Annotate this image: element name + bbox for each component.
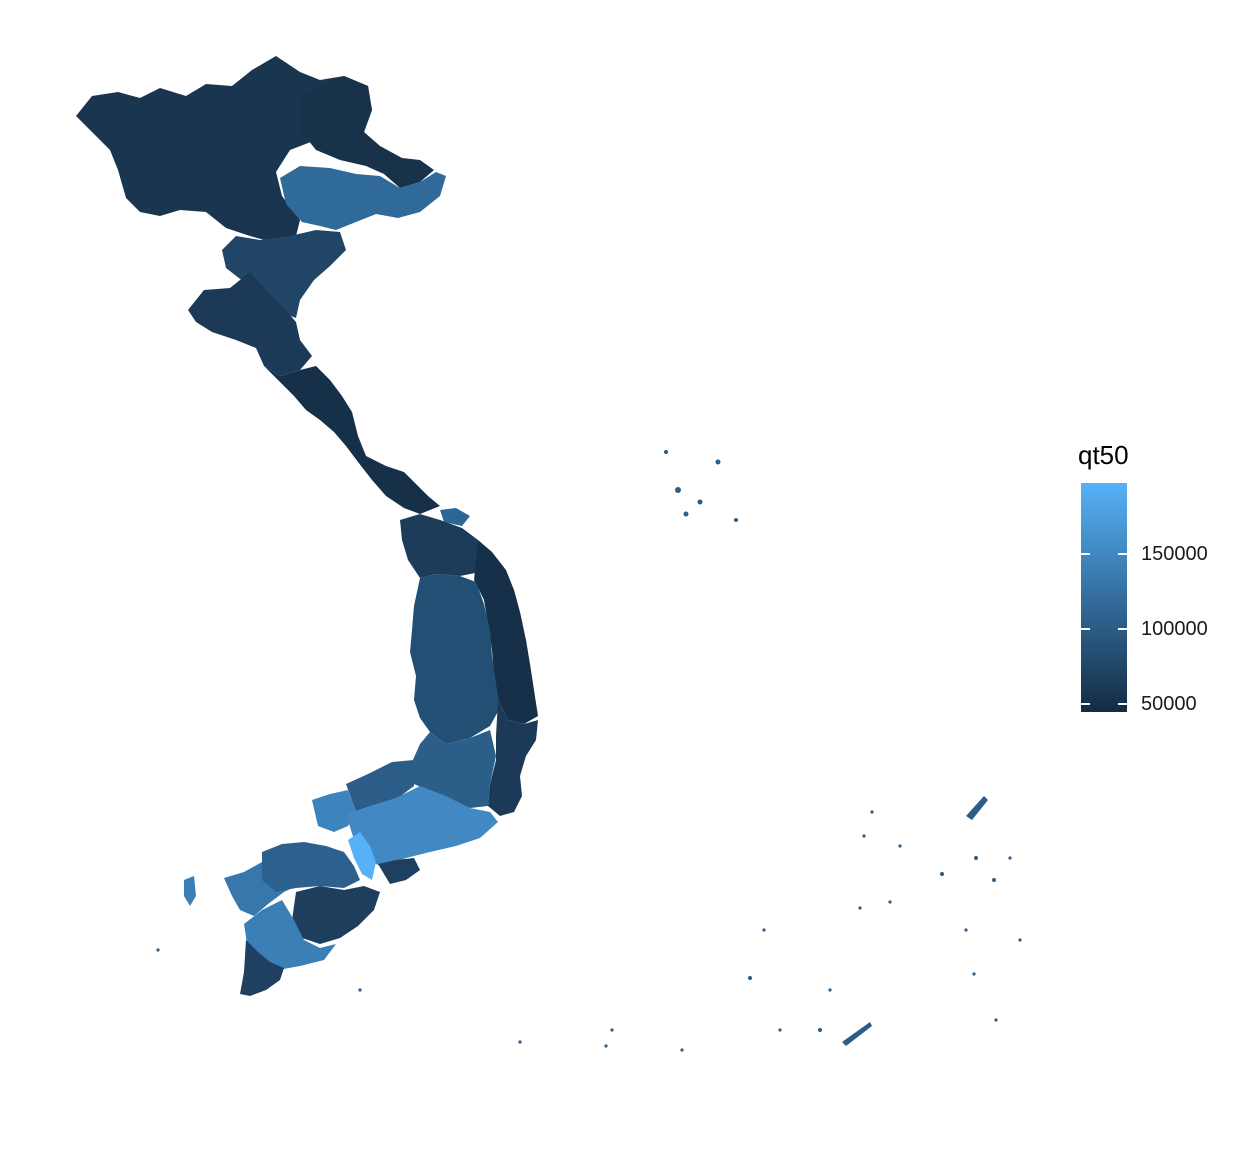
- province-tien-giang-ben-tre: [292, 886, 380, 944]
- legend-tick-left: [1081, 552, 1090, 555]
- legend-tick-label: 100000: [1141, 618, 1208, 641]
- province-quang-ngai-binh-dinh: [474, 540, 538, 724]
- province-binh-duong-dong-nai: [346, 786, 498, 866]
- province-thanh-hoa-nghe-an: [188, 272, 312, 376]
- province-binh-phuoc: [346, 760, 414, 812]
- north-region: [76, 56, 446, 376]
- province-quang-nam-kon-tum: [400, 514, 490, 578]
- legend-color-bar: [1081, 483, 1127, 712]
- mekong-delta: [184, 842, 380, 996]
- province-lam-dong: [412, 730, 496, 808]
- legend-tick-label: 50000: [1141, 693, 1197, 716]
- province-tay-ninh: [312, 790, 356, 832]
- southeast-region: [312, 760, 498, 884]
- legend-tick-left: [1081, 628, 1090, 631]
- phu-quoc-island: [184, 876, 196, 906]
- north-central-coast: [264, 366, 470, 526]
- legend-tick-right: [1118, 703, 1127, 706]
- province-region-delta-south: [222, 230, 346, 318]
- province-khanh-hoa: [488, 700, 538, 816]
- province-ho-chi-minh-city: [348, 832, 376, 880]
- legend-tick-label: 150000: [1141, 542, 1208, 565]
- legend-tick-right: [1118, 628, 1127, 631]
- paracel-islands: [664, 450, 738, 522]
- province-can-tho-soc-trang: [244, 900, 336, 970]
- province-region-redriver-delta: [280, 166, 446, 230]
- south-central-coast: [400, 514, 538, 816]
- legend-title: qt50: [1078, 440, 1129, 470]
- spratly-islands: [156, 796, 1022, 1052]
- legend-tick-right: [1118, 552, 1127, 555]
- province-thua-thien-hue: [440, 508, 470, 526]
- province-ha-tinh-quang-binh: [264, 366, 440, 514]
- province-ba-ria-vung-tau: [378, 858, 420, 884]
- province-gia-lai-dak-lak: [410, 574, 500, 744]
- province-region-northeast: [300, 76, 434, 188]
- province-region-northwest: [76, 56, 372, 242]
- province-ca-mau: [240, 940, 284, 996]
- province-dong-thap-long-an: [262, 842, 360, 892]
- legend-tick-left: [1081, 703, 1090, 706]
- color-legend: qt50 150000 100000 50000: [1064, 440, 1234, 730]
